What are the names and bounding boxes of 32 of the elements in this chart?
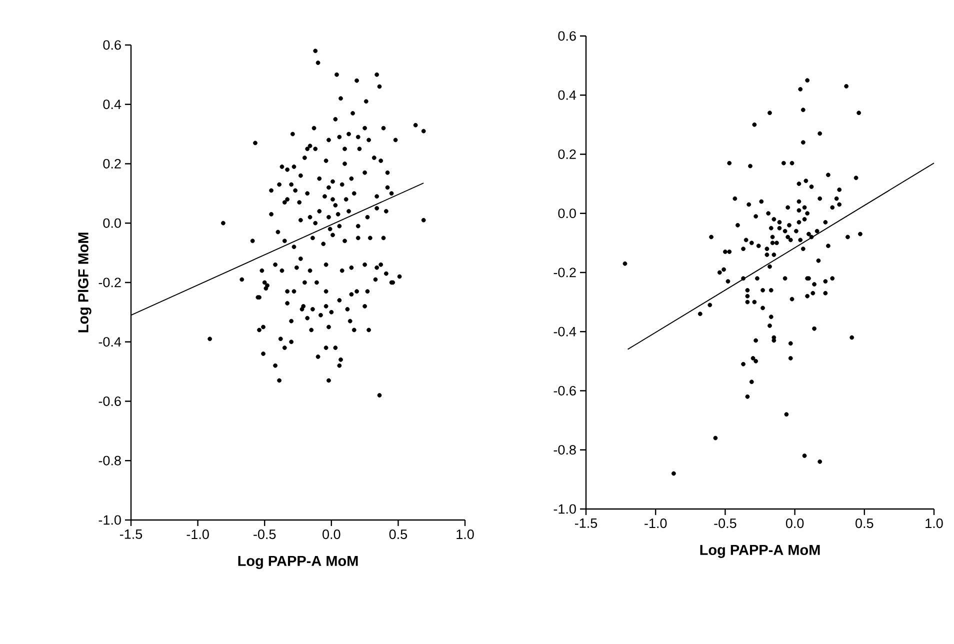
y-tick-label: 0.0 [103, 218, 121, 228]
x-axis-title: Log PAPP-A MoM [700, 544, 820, 558]
y-tick-label: -0.8 [98, 456, 121, 466]
x-tick-label: -1.0 [186, 530, 209, 540]
y-tick-label: 0.6 [103, 40, 121, 50]
x-tick-label: 0.0 [786, 518, 804, 528]
y-tick-label: -0.2 [554, 268, 576, 278]
x-tick-label: 0.0 [322, 530, 340, 540]
y-tick-label: -0.2 [98, 278, 121, 288]
y-tick-label: 0.6 [558, 31, 576, 41]
x-tick-label: -1.0 [644, 518, 667, 528]
x-tick-label: -0.5 [254, 530, 276, 540]
x-tick-label: -1.5 [120, 530, 142, 539]
y-tick-label: 0.2 [103, 158, 121, 169]
y-tick-label: -0.8 [554, 445, 576, 455]
y-tick-label: 0.2 [558, 149, 576, 160]
x-tick-label: 0.5 [856, 518, 874, 528]
y-tick-label: -0.4 [554, 326, 576, 336]
x-tick-label: -0.5 [714, 518, 736, 528]
y-tick-label: -0.6 [98, 396, 121, 406]
x-tick-label: 0.5 [389, 530, 408, 540]
y-tick-label: -1.0 [554, 504, 576, 514]
x-tick-label: 1.0 [926, 518, 943, 528]
y-tick-label: -0.6 [554, 386, 576, 396]
y-tick-label: -0.4 [98, 337, 122, 347]
x-tick-label: -1.5 [574, 518, 598, 528]
y-tick-label: 0.0 [558, 208, 576, 218]
y-axis-title: Log PlGF MoM [78, 232, 92, 332]
x-axis-title: Log PAPP-A MoM [238, 556, 358, 569]
x-tick-label: 1.0 [456, 530, 474, 540]
y-tick-label: 0.4 [558, 90, 576, 100]
y-tick-label: 0.4 [103, 100, 122, 110]
